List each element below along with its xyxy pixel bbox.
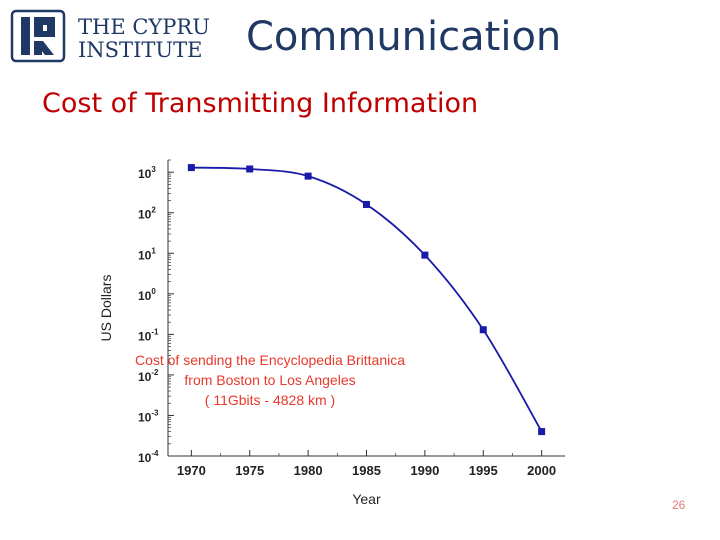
svg-text:INSTITUTE: INSTITUTE	[78, 38, 202, 62]
page-number: 26	[672, 498, 686, 512]
cyprus-institute-logo: THE CYPRUS INSTITUTE	[10, 8, 224, 64]
y-tick-label: 10-1	[138, 327, 159, 343]
y-tick-label: 10-2	[138, 368, 159, 384]
page-title: Communication	[246, 14, 562, 60]
cost-chart: 103 102 101 100 10-1 10-2 10-3 10-4 1970 1975 1980…	[90, 150, 580, 520]
data-point	[304, 172, 312, 180]
x-tick-label: 1980	[294, 463, 323, 478]
chart-svg: 103 102 101 100 10-1 10-2 10-3 10-4 1970 1975 1980…	[98, 159, 565, 507]
y-tick-label: 100	[138, 287, 156, 303]
data-point	[538, 428, 546, 436]
slide-subtitle: Cost of Transmitting Information	[42, 88, 479, 119]
data-point	[187, 164, 195, 172]
x-tick-label: 2000	[527, 463, 556, 478]
x-tick-label: 1995	[469, 463, 498, 478]
data-point	[421, 251, 429, 259]
y-tick-label: 10-4	[138, 449, 159, 465]
y-tick-label: 10-3	[138, 408, 159, 424]
x-tick-label: 1975	[235, 463, 264, 478]
data-point	[246, 165, 254, 173]
y-tick-label: 102	[138, 206, 156, 222]
x-tick-label: 1990	[410, 463, 439, 478]
y-tick-label: 103	[138, 165, 156, 181]
x-tick-label: 1985	[352, 463, 381, 478]
y-axis-title: US Dollars	[98, 275, 114, 342]
y-tick-label: 101	[138, 246, 156, 262]
data-point	[363, 200, 370, 208]
x-axis-title: Year	[352, 491, 381, 507]
svg-text:THE CYPRUS: THE CYPRUS	[78, 15, 210, 39]
data-point	[479, 326, 487, 334]
chart-annotation-line: from Boston to Los Angeles	[184, 372, 355, 388]
chart-annotation-line: ( 11Gbits - 4828 km )	[205, 392, 335, 408]
x-tick-label: 1970	[177, 463, 206, 478]
chart-annotation-line: Cost of sending the Encyclopedia Brittan…	[135, 352, 405, 368]
